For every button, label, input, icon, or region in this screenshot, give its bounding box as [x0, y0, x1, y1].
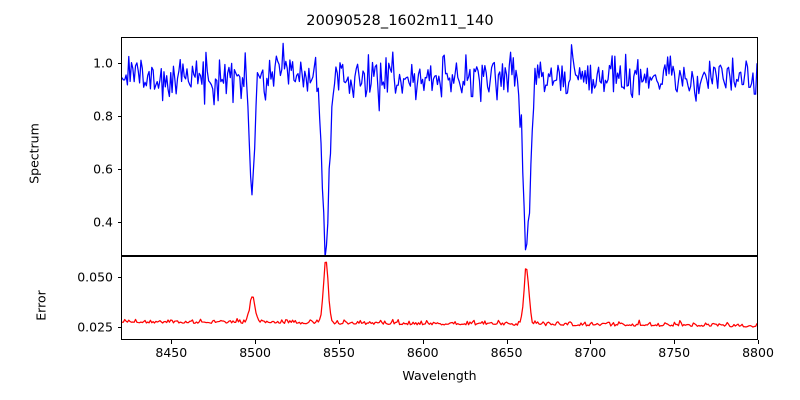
spectrum-plot-panel: [121, 37, 758, 256]
x-tick-mark: [255, 340, 257, 344]
spectrum-ytick-mark: [117, 116, 121, 118]
x-tick-mark: [338, 340, 340, 344]
error-trace: [122, 257, 757, 339]
x-tick-label: 8550: [323, 345, 355, 360]
error-ytick-label: 0.025: [77, 319, 113, 335]
x-tick-label: 8750: [658, 345, 691, 360]
x-tick-label: 8500: [239, 345, 271, 360]
spectrum-ytick-label: 1.0: [93, 55, 113, 71]
spectrum-trace: [122, 38, 757, 255]
x-tick-mark: [674, 340, 676, 344]
spectrum-ytick-label: 0.4: [93, 214, 113, 230]
x-tick-label: 8700: [574, 345, 607, 360]
x-tick-label: 8800: [742, 345, 774, 360]
y-axis-label-error: Error: [33, 290, 49, 321]
error-ytick-mark: [117, 277, 121, 279]
page-title: 20090528_1602m11_140: [306, 13, 494, 29]
spectrum-ytick-label: 0.8: [93, 108, 113, 124]
x-tick-mark: [171, 340, 173, 344]
error-ytick-label: 0.050: [77, 269, 113, 285]
y-axis-label-spectrum: Spectrum: [26, 123, 42, 184]
x-tick-mark: [590, 340, 592, 344]
error-plot-panel: [121, 256, 758, 340]
x-axis-label: Wavelength: [402, 368, 477, 383]
spectrum-ytick-mark: [117, 168, 121, 171]
x-tick-mark: [506, 340, 508, 344]
x-tick-mark: [422, 340, 424, 344]
x-tick-label: 8450: [155, 345, 188, 360]
x-tick-label: 8600: [406, 345, 439, 360]
x-tick-mark: [758, 340, 760, 344]
spectrum-ytick-mark: [117, 221, 121, 223]
x-tick-label: 8650: [490, 345, 523, 360]
spectrum-ytick-label: 0.6: [93, 161, 113, 177]
spectrum-ytick-mark: [117, 63, 121, 65]
error-ytick-mark: [117, 327, 121, 329]
